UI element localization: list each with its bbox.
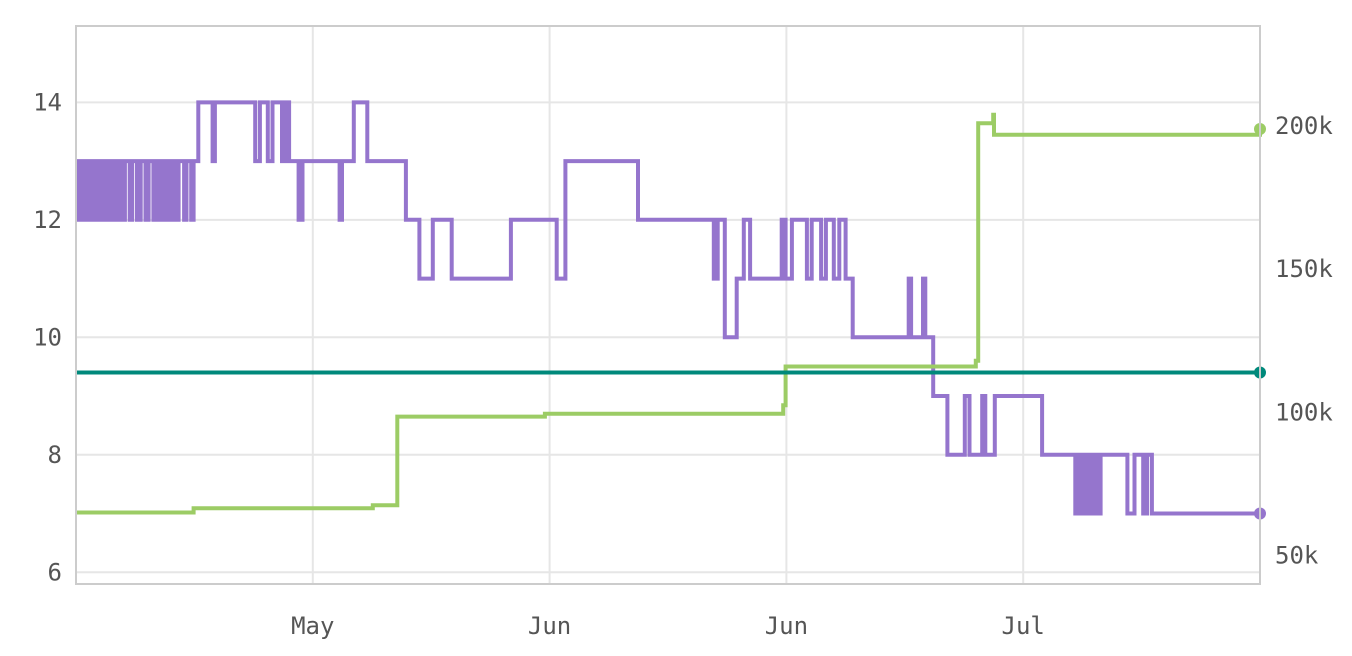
left-tick-label: 14	[33, 88, 62, 116]
right-tick-label: 100k	[1275, 398, 1333, 426]
right-axis-ticks: 50k 100k 150k 200k	[1275, 112, 1333, 569]
x-tick-label: Jul	[1002, 612, 1045, 640]
right-tick-label: 200k	[1275, 112, 1333, 140]
x-tick-label: Jun	[528, 612, 571, 640]
series-line-2	[76, 112, 1262, 515]
series-line-1	[76, 100, 1260, 516]
left-tick-label: 10	[33, 323, 62, 351]
plot-frame	[75, 25, 1261, 585]
series-layer	[76, 100, 1266, 520]
x-tick-label: May	[291, 612, 334, 640]
left-tick-label: 6	[48, 558, 62, 586]
left-tick-label: 12	[33, 206, 62, 234]
left-tick-label: 8	[48, 441, 62, 469]
vertical-gridlines	[311, 26, 1025, 584]
x-axis-ticks: May Jun Jun Jul	[291, 612, 1045, 640]
right-tick-label: 50k	[1275, 541, 1319, 569]
right-tick-label: 150k	[1275, 255, 1333, 283]
left-axis-ticks: 6 8 10 12 14	[33, 88, 62, 586]
x-tick-label: Jun	[765, 612, 808, 640]
